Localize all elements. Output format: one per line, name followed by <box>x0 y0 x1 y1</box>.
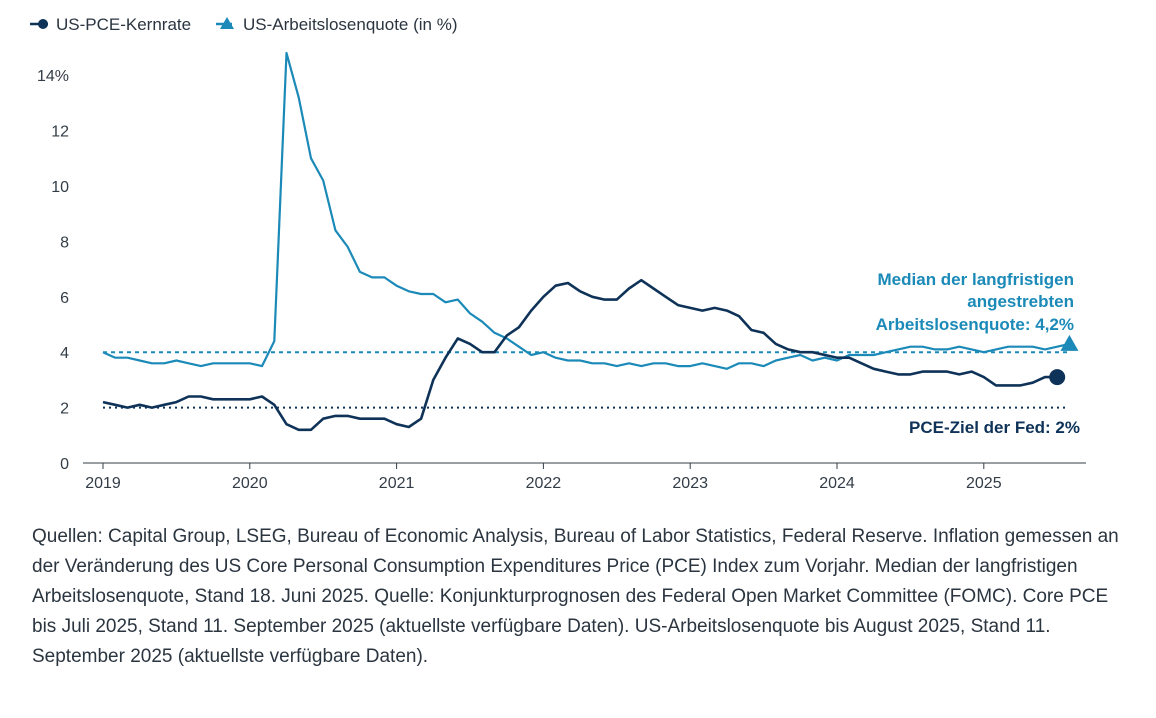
source-footnote: Quellen: Capital Group, LSEG, Bureau of … <box>32 526 1119 667</box>
x-axis-ticks: 2019 2020 2021 2022 2023 2024 2025 <box>85 463 1002 492</box>
x-tick-label: 2022 <box>526 475 562 492</box>
y-tick-label: 12 <box>51 124 69 141</box>
legend: US-PCE-Kernrate US-Arbeitslosenquote (in… <box>30 15 457 34</box>
legend-label-unemployment: US-Arbeitslosenquote (in %) <box>243 15 457 34</box>
y-tick-label: 10 <box>51 179 69 196</box>
y-tick-label: 8 <box>60 234 69 251</box>
x-tick-label: 2021 <box>379 475 415 492</box>
x-tick-label: 2025 <box>966 475 1002 492</box>
series-line-unemployment <box>102 51 1070 370</box>
x-tick-label: 2023 <box>672 475 708 492</box>
annotation-pce-target: PCE-Ziel der Fed: 2% <box>909 418 1080 437</box>
y-tick-label: 2 <box>60 401 69 418</box>
y-tick-label: 0 <box>60 456 69 473</box>
unemployment-end-triangle-marker <box>1060 334 1079 351</box>
annotation-unemployment-line-2: angestrebten <box>967 292 1074 311</box>
y-tick-label: 4 <box>60 345 69 362</box>
series-line-pce <box>102 278 1058 432</box>
y-tick-label: 6 <box>60 290 69 307</box>
line-chart: US-PCE-Kernrate US-Arbeitslosenquote (in… <box>30 15 1086 492</box>
x-tick-label: 2020 <box>232 475 268 492</box>
y-tick-label: 14% <box>37 68 69 85</box>
pce-end-dot-marker <box>1049 369 1066 386</box>
annotation-unemployment-line-1: Median der langfristigen <box>878 270 1074 289</box>
legend-label-pce: US-PCE-Kernrate <box>56 15 191 34</box>
y-axis-ticks: 0 2 4 6 8 10 12 14% <box>37 68 69 473</box>
legend-unemployment-triangle-icon <box>220 17 234 29</box>
annotation-unemployment-line-3: Arbeitslosenquote: 4,2% <box>876 315 1074 334</box>
legend-pce-dot-icon <box>38 19 48 29</box>
x-tick-label: 2024 <box>819 475 855 492</box>
x-tick-label: 2019 <box>85 475 121 492</box>
